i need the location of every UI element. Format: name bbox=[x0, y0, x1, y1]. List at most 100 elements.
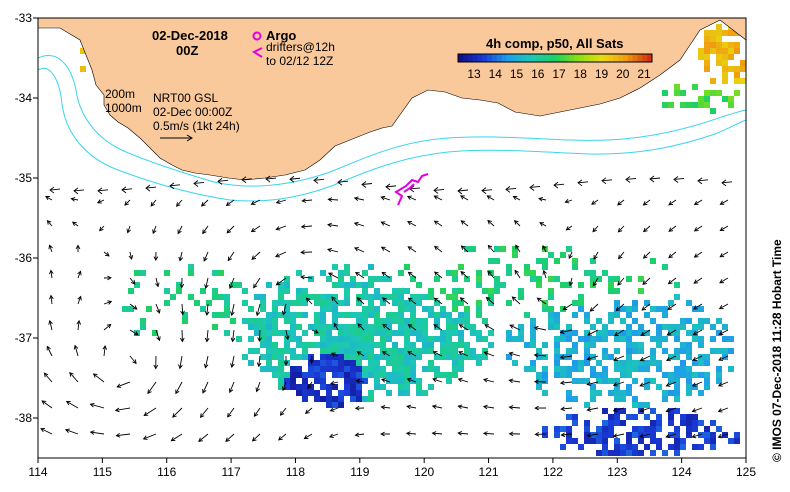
sst-pixel bbox=[686, 390, 692, 396]
current-vector bbox=[217, 179, 229, 182]
sst-pixel bbox=[494, 282, 500, 288]
sst-pixel bbox=[524, 270, 530, 276]
y-tick-label: -33 bbox=[15, 11, 33, 25]
current-vector-head bbox=[617, 201, 622, 206]
current-vector-head bbox=[75, 244, 81, 250]
sst-pixel bbox=[710, 420, 716, 426]
sst-pixel bbox=[554, 342, 560, 348]
current-vector bbox=[591, 199, 599, 205]
sst-pixel bbox=[332, 384, 338, 390]
current-vector-head bbox=[380, 405, 386, 410]
sst-pixel bbox=[266, 282, 272, 288]
sst-pixel bbox=[176, 288, 182, 294]
sst-pixel bbox=[722, 60, 728, 66]
sst-pixel bbox=[698, 432, 704, 438]
sst-pixel bbox=[440, 336, 446, 342]
sst-pixel bbox=[722, 72, 728, 78]
sst-pixel bbox=[602, 408, 608, 414]
current-vector-head bbox=[354, 405, 360, 411]
current-vector-head bbox=[170, 436, 176, 442]
sst-pixel bbox=[122, 306, 128, 312]
sst-pixel bbox=[338, 366, 344, 372]
sst-pixel bbox=[662, 102, 668, 108]
current-vector bbox=[577, 181, 589, 184]
sst-pixel bbox=[416, 336, 422, 342]
sst-pixel bbox=[674, 294, 680, 300]
current-vector-head bbox=[64, 428, 70, 433]
current-vector-head bbox=[99, 226, 104, 232]
current-vector bbox=[484, 351, 495, 357]
sst-pixel bbox=[722, 96, 728, 102]
current-vector bbox=[300, 276, 313, 279]
sst-pixel bbox=[470, 324, 476, 330]
current-vector-head bbox=[354, 247, 359, 252]
current-vector-head bbox=[459, 195, 465, 200]
current-vector-head bbox=[328, 272, 333, 277]
y-tick-label: -36 bbox=[15, 251, 33, 265]
current-vector-head bbox=[617, 227, 623, 233]
colorbar-tick-label: 21 bbox=[637, 67, 651, 81]
current-vector-head bbox=[612, 407, 618, 413]
sst-pixel bbox=[638, 288, 644, 294]
sst-pixel bbox=[260, 300, 266, 306]
x-tick-label: 125 bbox=[736, 465, 756, 479]
current-vector-head bbox=[482, 431, 488, 436]
current-vector-head bbox=[353, 221, 359, 227]
sst-pixel bbox=[404, 390, 410, 396]
sst-pixel bbox=[704, 90, 710, 96]
sst-pixel bbox=[368, 324, 374, 330]
sst-pixel bbox=[392, 348, 398, 354]
sst-pixel bbox=[566, 396, 572, 402]
sst-pixel bbox=[338, 342, 344, 348]
sst-pixel bbox=[626, 342, 632, 348]
current-vector-head bbox=[601, 177, 607, 185]
sst-pixel bbox=[362, 282, 368, 288]
sst-pixel bbox=[626, 312, 632, 318]
sst-pixel bbox=[614, 414, 620, 420]
sst-pixel bbox=[626, 330, 632, 336]
current-vector bbox=[434, 271, 443, 279]
drifter-marker-icon bbox=[251, 47, 263, 58]
sst-pixel bbox=[704, 432, 710, 438]
current-vector-head bbox=[529, 184, 535, 191]
sst-pixel bbox=[356, 336, 362, 342]
current-vector bbox=[124, 199, 131, 206]
sst-pixel bbox=[326, 396, 332, 402]
sst-pixel bbox=[380, 354, 386, 360]
current-vector-head bbox=[380, 246, 386, 251]
sst-pixel bbox=[326, 360, 332, 366]
current-vector-head bbox=[49, 269, 54, 275]
current-vector bbox=[143, 433, 157, 440]
sst-pixel bbox=[458, 264, 464, 270]
sst-pixel bbox=[602, 372, 608, 378]
sst-pixel bbox=[578, 444, 584, 450]
sst-pixel bbox=[338, 282, 344, 288]
plot-frame bbox=[37, 17, 747, 459]
current-vector-head bbox=[617, 254, 623, 260]
current-vector-head bbox=[275, 253, 280, 258]
sst-pixel bbox=[272, 330, 278, 336]
sst-pixel bbox=[272, 354, 278, 360]
sst-pixel bbox=[164, 300, 170, 306]
current-vector-head bbox=[217, 177, 223, 185]
current-vector bbox=[625, 178, 637, 180]
current-vector bbox=[145, 186, 157, 189]
sst-pixel bbox=[386, 390, 392, 396]
sst-pixel bbox=[302, 330, 308, 336]
current-vector-head bbox=[667, 279, 673, 285]
sst-pixel bbox=[572, 420, 578, 426]
current-vector-head bbox=[484, 324, 490, 329]
sst-pixel bbox=[698, 444, 704, 450]
current-vector bbox=[327, 248, 339, 253]
sst-pixel bbox=[704, 384, 710, 390]
sst-pixel bbox=[374, 354, 380, 360]
sst-pixel bbox=[680, 438, 686, 444]
sst-pixel bbox=[572, 264, 578, 270]
sst-pixel bbox=[272, 324, 278, 330]
sst-pixel bbox=[332, 312, 338, 318]
sst-pixel bbox=[644, 330, 650, 336]
sst-pixel bbox=[482, 354, 488, 360]
current-vector-head bbox=[114, 407, 120, 413]
sst-pixel bbox=[518, 324, 524, 330]
current-vector bbox=[172, 407, 183, 418]
